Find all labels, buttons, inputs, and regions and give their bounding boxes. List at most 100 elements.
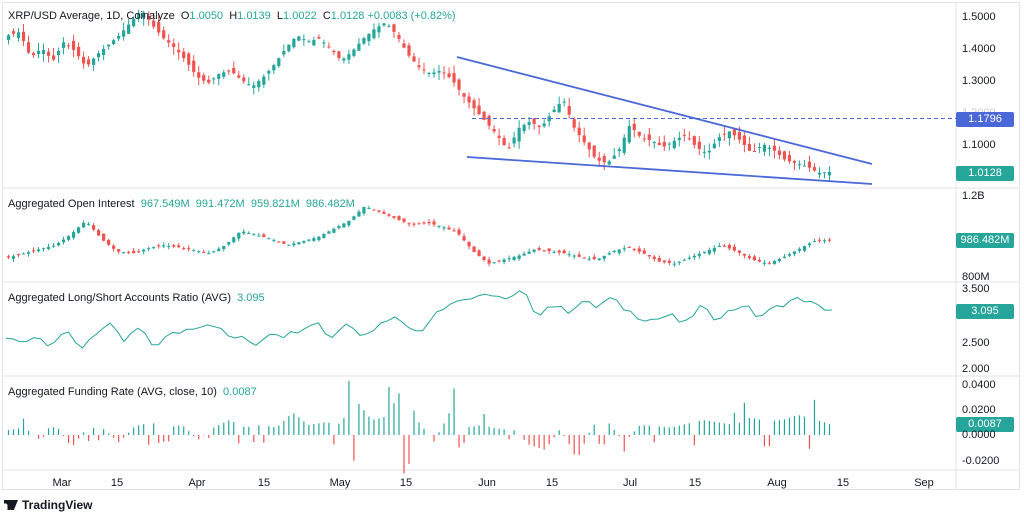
x-tick: 15 [110,477,124,489]
price-candle [687,138,691,140]
oi-candle [297,242,301,245]
price-candle [76,46,81,57]
price-candle [192,60,196,72]
oi-candle [787,254,792,256]
price-candle [277,58,281,67]
oi-candle [302,240,306,243]
ls-tick: 3.500 [962,283,990,295]
oi-candle [312,238,316,241]
oi-candle [642,250,646,254]
oi-candle [337,226,341,228]
price-candle [482,111,486,120]
oi-candle [387,214,391,216]
last-price-tag: 1.0128 [956,166,1014,181]
oi-candle [512,256,516,261]
price-candle [802,165,807,167]
x-tick: Mar [52,477,72,489]
price-candle [402,43,406,48]
price-candle [752,150,757,152]
oi-candle [507,258,511,260]
oi-candle [362,207,366,214]
chart-frame [2,2,1020,490]
price-candle [337,51,341,58]
fr-tick: -0.0200 [962,455,1000,467]
oi-candle [747,256,751,259]
price-candle [36,50,41,54]
price-header: XRP/USD Average, 1D, Coinalyze O1.0050 H… [8,10,456,22]
price-candle [352,49,356,56]
high-value: 1.0139 [237,10,271,22]
oi-candle [632,249,636,251]
price-candle [542,123,546,127]
oi-candle [532,249,536,252]
oi-candle [777,258,782,262]
oi-candle [71,232,76,238]
oi-candle [417,223,421,225]
oi-candle [347,220,351,226]
price-candle [227,70,231,72]
oi-candle [752,256,757,261]
price-candle [427,72,431,74]
price-candle [512,137,516,144]
ls-tick: 2.000 [962,363,990,375]
oi-candle [102,233,106,241]
oi-candle [107,239,111,245]
oi-candle [432,221,436,225]
oi-candle [252,234,256,236]
oi-candle [262,234,266,237]
x-tick: 15 [257,477,271,489]
oi-candle [292,243,296,246]
wedge-lower-line [466,156,873,185]
oi-candle [272,239,276,241]
oi-candle [287,244,291,246]
oi-candle [377,210,381,212]
price-candle [742,135,746,146]
price-candle [722,133,726,135]
price-candle [182,51,186,59]
oi-candle [587,258,591,260]
price-candle [61,42,66,48]
oi-candle [712,247,716,252]
price-candle [46,51,51,56]
price-candle [712,143,716,149]
oi-candle [227,242,231,245]
price-candle [702,151,706,153]
oi-candle [802,246,807,251]
oi-candle [61,239,66,243]
x-tick: Apr [188,477,206,489]
price-candle [51,55,56,60]
oi-candle [142,249,146,252]
price-candle [532,118,536,125]
oi-candle [412,223,416,225]
oi-candle [232,237,236,243]
price-candle [717,137,721,142]
brand-logo[interactable]: TradingView [4,498,92,512]
oi-candle [342,223,346,228]
oi-candle [41,248,46,250]
oi-candle [717,245,721,248]
price-candle [807,161,812,168]
price-candle [817,172,822,175]
oi-candle [767,262,772,264]
price-candle [647,134,651,141]
price-candle [672,140,676,149]
oi-candle [367,207,371,209]
price-candle [322,42,326,44]
price-candle [492,129,496,132]
price-candle [497,135,501,138]
price-candle [537,125,541,127]
oi-candle [687,257,691,259]
oi-candle [427,221,431,224]
change-value: +0.0083 (+0.82%) [367,10,456,22]
price-candle [357,43,361,51]
oi-candle [682,259,686,261]
price-candle [462,93,466,97]
oi-candle [162,245,166,247]
price-candle [122,30,126,37]
price-candle [477,105,481,115]
price-candle [602,156,606,163]
price-candle [642,138,646,140]
price-candle [197,72,201,78]
price-candle [432,72,436,75]
